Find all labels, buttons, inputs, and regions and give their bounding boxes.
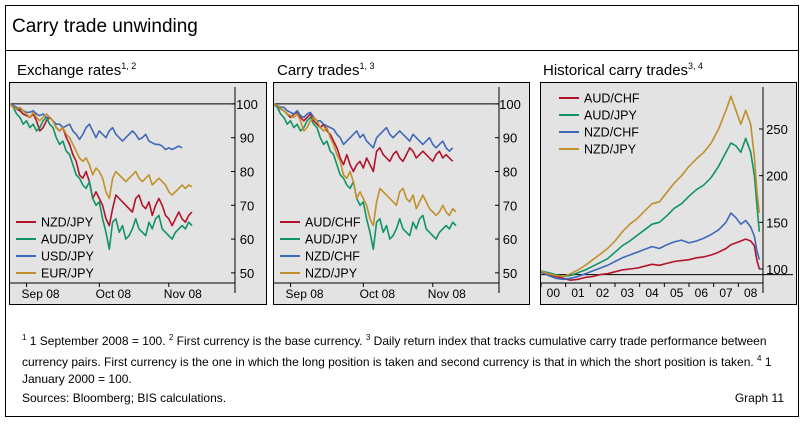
carry-trades-panel: 50 60 70 80 90 100 Sep 08 Oct 08 Nov 08 AUD/CHF AU… xyxy=(273,82,530,305)
x-tick-label: Oct 08 xyxy=(96,287,132,301)
graph-frame xyxy=(5,5,799,417)
panel-title-text: Historical carry trades xyxy=(543,62,689,79)
panel-title-footnote-ref: 1, 2 xyxy=(121,61,137,71)
legend-label: NZD/JPY xyxy=(41,216,94,230)
y-tick-label: 60 xyxy=(503,232,517,247)
y-tick-label: 50 xyxy=(240,266,254,281)
footnote-text: Daily return index that tracks cumulativ… xyxy=(22,334,767,369)
x-tick-label: 03 xyxy=(621,286,635,300)
panel-title-exchange-rates: Exchange rates1, 2 xyxy=(17,61,136,79)
legend-label: NZD/JPY xyxy=(305,267,358,281)
x-tick-label: Nov 08 xyxy=(428,287,466,301)
x-tick-label: Sep 08 xyxy=(22,287,60,301)
legend-label: AUD/JPY xyxy=(41,233,94,247)
y-tick-label: 90 xyxy=(240,131,254,146)
legend-label: AUD/CHF xyxy=(305,216,361,230)
panel-title-footnote-ref: 1, 3 xyxy=(359,61,375,71)
series-line-aud-chf xyxy=(273,103,454,173)
exchange-rates-chart: 50 60 70 80 90 100 Sep 08 Oct 08 Nov 08 NZD/JPY AU… xyxy=(9,87,258,301)
legend-label: USD/JPY xyxy=(41,250,94,264)
sources: Sources: Bloomberg; BIS calculations. xyxy=(22,391,227,405)
legend-label: NZD/CHF xyxy=(584,126,639,140)
legend-label: NZD/JPY xyxy=(584,143,637,157)
series-line-aud-jpy xyxy=(273,103,457,250)
legend-label: AUD/CHF xyxy=(584,92,640,106)
x-tick-label: Nov 08 xyxy=(164,287,202,301)
series-line-usd-jpy xyxy=(9,103,183,151)
footnote: 1 1 September 2008 = 100. 2 First curren… xyxy=(22,329,792,388)
panel-title-text: Carry trades xyxy=(277,62,360,79)
series-line-nzd-jpy xyxy=(273,103,457,227)
panel-title-carry-trades: Carry trades1, 3 xyxy=(277,61,375,79)
footnote-marker: 4 xyxy=(757,354,762,363)
legend-label: NZD/CHF xyxy=(305,250,360,264)
y-tick-label: 50 xyxy=(503,266,517,281)
y-tick-label: 70 xyxy=(503,198,517,213)
y-tick-label: 100 xyxy=(236,97,258,112)
y-tick-label: 70 xyxy=(240,198,254,213)
series-line-nzd-jpy xyxy=(540,95,761,278)
series-line-nzd-chf xyxy=(273,103,454,152)
graph-number: Graph 11 xyxy=(734,391,784,405)
x-tick-label: Sep 08 xyxy=(286,287,324,301)
x-tick-label: 04 xyxy=(645,286,659,300)
title-divider xyxy=(5,50,799,51)
y-tick-label: 200 xyxy=(766,169,788,184)
historical-carry-trades-panel: 100 150 200 250 00 01 02 03 04 05 06 07 08 AUD/CHF AUD… xyxy=(540,82,797,305)
panel-title-text: Exchange rates xyxy=(17,62,122,79)
y-tick-label: 250 xyxy=(766,122,788,137)
legend-label: EUR/JPY xyxy=(41,267,94,281)
footnote-text: First currency is the base currency. xyxy=(173,334,366,348)
series-line-eur-jpy xyxy=(9,103,193,200)
y-tick-label: 150 xyxy=(766,215,788,230)
series-line-nzd-chf xyxy=(540,212,761,281)
series-line-aud-jpy xyxy=(540,137,761,278)
graph-title: Carry trade unwinding xyxy=(12,16,198,37)
y-tick-label: 60 xyxy=(240,232,254,247)
x-tick-label: 00 xyxy=(547,286,561,300)
footnote-marker: 3 xyxy=(365,333,371,342)
y-tick-label: 80 xyxy=(240,164,254,179)
footnote-marker: 2 xyxy=(168,333,174,342)
historical-carry-trades-chart: 100 150 200 250 00 01 02 03 04 05 06 07 08 AUD/CHF AUD… xyxy=(540,87,793,300)
panel-title-footnote-ref: 3, 4 xyxy=(688,61,704,71)
x-tick-label: 06 xyxy=(695,286,709,300)
x-tick-label: 01 xyxy=(571,286,585,300)
y-tick-label: 100 xyxy=(499,97,521,112)
y-tick-label: 80 xyxy=(503,164,517,179)
panel-title-historical-carry-trades: Historical carry trades3, 4 xyxy=(543,61,703,79)
series-line-aud-jpy xyxy=(9,103,193,250)
footnote-text: 1 January 2000 = 100. xyxy=(22,355,772,386)
exchange-rates-panel: 50 60 70 80 90 100 Sep 08 Oct 08 Nov 08 NZD/JPY AU… xyxy=(9,82,267,305)
carry-trades-chart: 50 60 70 80 90 100 Sep 08 Oct 08 Nov 08 AUD/CHF AU… xyxy=(273,87,521,301)
legend-label: AUD/JPY xyxy=(584,109,637,123)
legend-label: AUD/JPY xyxy=(305,233,358,247)
x-tick-label: 07 xyxy=(719,286,733,300)
footnote-text: 1 September 2008 = 100. xyxy=(26,334,169,348)
x-tick-label: 05 xyxy=(670,286,684,300)
y-tick-label: 100 xyxy=(766,262,788,277)
x-tick-label: Oct 08 xyxy=(360,287,396,301)
y-tick-label: 90 xyxy=(503,131,517,146)
x-tick-label: 02 xyxy=(596,286,610,300)
footnote-marker: 1 xyxy=(22,333,27,342)
x-tick-label: 08 xyxy=(744,286,758,300)
series-line-aud-chf xyxy=(540,238,761,281)
series-line-nzd-jpy xyxy=(9,103,193,227)
